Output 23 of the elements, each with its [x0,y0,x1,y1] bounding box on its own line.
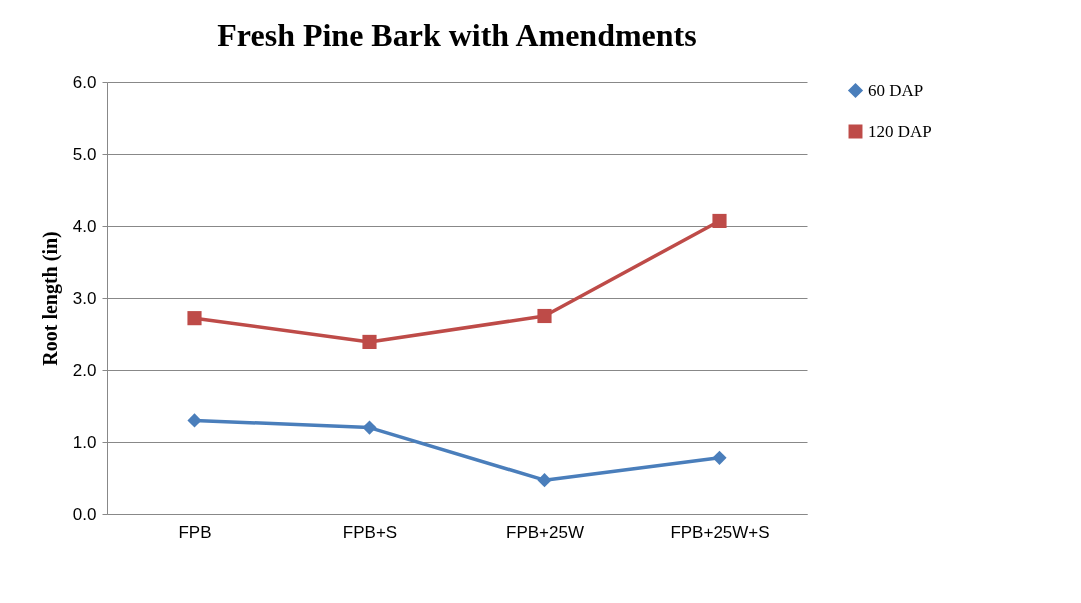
point [712,213,727,229]
y-tick-label: 3.0 [72,288,97,308]
x-tick-label: FPB [178,522,212,542]
point [187,413,202,428]
y-axis-title: Root length (in) [38,231,62,366]
point [362,420,377,435]
x-tick-label: FPB+25W [506,522,584,542]
chart-title: Fresh Pine Bark with Amendments [217,17,697,53]
point [537,308,552,324]
y-tick-label: 4.0 [72,216,97,236]
legend-label: 60 DAP [868,80,924,100]
x-tick-label: FPB+25W+S [670,522,770,542]
point [712,450,727,465]
y-tick-label: 2.0 [72,360,97,380]
point [187,311,202,326]
x-tick-label: FPB+S [342,522,398,542]
y-tick-label: 6.0 [72,72,97,92]
y-tick-label: 1.0 [72,432,97,452]
y-tick-label: 0.0 [72,504,97,524]
legend-label: 120 DAP [868,121,932,141]
y-tick-label: 5.0 [72,144,97,164]
point [362,334,377,349]
point [537,473,552,488]
